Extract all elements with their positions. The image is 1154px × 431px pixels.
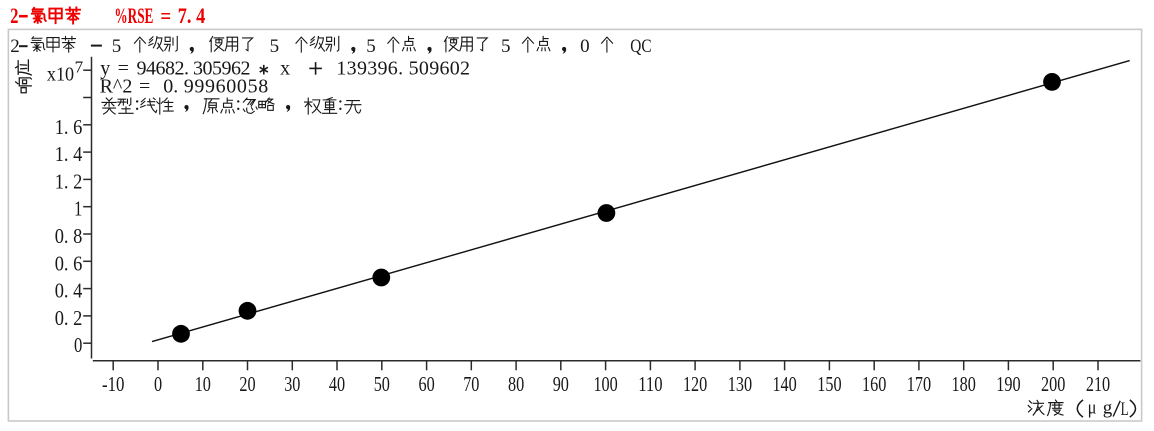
svg-text:0: 0 [74, 333, 82, 357]
svg-text:5: 5 [112, 36, 122, 57]
svg-text:30: 30 [284, 372, 300, 396]
svg-text:x10: x10 [47, 63, 74, 85]
svg-text:190: 190 [996, 372, 1020, 396]
svg-text:0. 4: 0. 4 [55, 279, 83, 303]
svg-text:2: 2 [10, 36, 20, 57]
svg-text:y: y [100, 58, 110, 80]
svg-text:20: 20 [239, 372, 255, 396]
svg-text:50: 50 [374, 372, 390, 396]
svg-text:160: 160 [862, 372, 886, 396]
svg-text:0.: 0. [163, 76, 178, 98]
svg-text:130: 130 [728, 372, 752, 396]
svg-text:L: L [1121, 399, 1129, 420]
svg-text:=: = [118, 58, 129, 80]
svg-text:x: x [280, 58, 290, 80]
svg-text:1. 6: 1. 6 [55, 115, 83, 139]
svg-text:40: 40 [329, 372, 345, 396]
svg-text:=: = [139, 76, 150, 98]
svg-text:200: 200 [1041, 372, 1065, 396]
svg-text:140: 140 [772, 372, 796, 396]
svg-text:180: 180 [952, 372, 976, 396]
svg-text:1. 4: 1. 4 [55, 142, 83, 166]
svg-text:70: 70 [463, 372, 479, 396]
svg-text:170: 170 [907, 372, 931, 396]
svg-text:94682. 305962: 94682. 305962 [137, 58, 251, 80]
svg-text:60: 60 [419, 372, 435, 396]
svg-text:1. 2: 1. 2 [55, 169, 83, 193]
svg-text:7: 7 [75, 58, 84, 77]
svg-text:1: 1 [74, 197, 82, 221]
svg-text:g: g [1103, 397, 1113, 418]
svg-text:7. 4: 7. 4 [178, 3, 205, 28]
svg-text:210: 210 [1086, 372, 1110, 396]
svg-text:5: 5 [366, 36, 376, 57]
svg-text:2: 2 [10, 3, 18, 28]
svg-text::: : [236, 93, 242, 115]
svg-text:0. 2: 0. 2 [55, 306, 83, 330]
svg-text::: : [134, 93, 140, 115]
svg-text:120: 120 [683, 372, 707, 396]
svg-text:150: 150 [817, 372, 841, 396]
svg-text:%RSE: %RSE [114, 3, 153, 28]
svg-text:90: 90 [553, 372, 569, 396]
svg-text:R^2: R^2 [100, 76, 133, 98]
svg-text:μ: μ [1088, 397, 1097, 418]
svg-text:100: 100 [593, 372, 617, 396]
svg-text:110: 110 [638, 372, 662, 396]
svg-text:0: 0 [154, 372, 162, 396]
svg-text:5: 5 [501, 36, 511, 57]
svg-text:99960058: 99960058 [184, 76, 269, 98]
svg-text:QC: QC [630, 36, 651, 57]
svg-text:80: 80 [508, 372, 524, 396]
svg-text:-10: -10 [102, 372, 124, 396]
svg-text:=: = [160, 3, 171, 28]
svg-text:10: 10 [195, 372, 211, 396]
svg-text:5: 5 [270, 36, 280, 57]
svg-text:0. 8: 0. 8 [55, 224, 83, 248]
svg-text:0: 0 [580, 36, 590, 57]
svg-text::: : [338, 93, 344, 115]
svg-text:139396. 509602: 139396. 509602 [336, 58, 470, 80]
svg-text:0. 6: 0. 6 [55, 251, 83, 275]
